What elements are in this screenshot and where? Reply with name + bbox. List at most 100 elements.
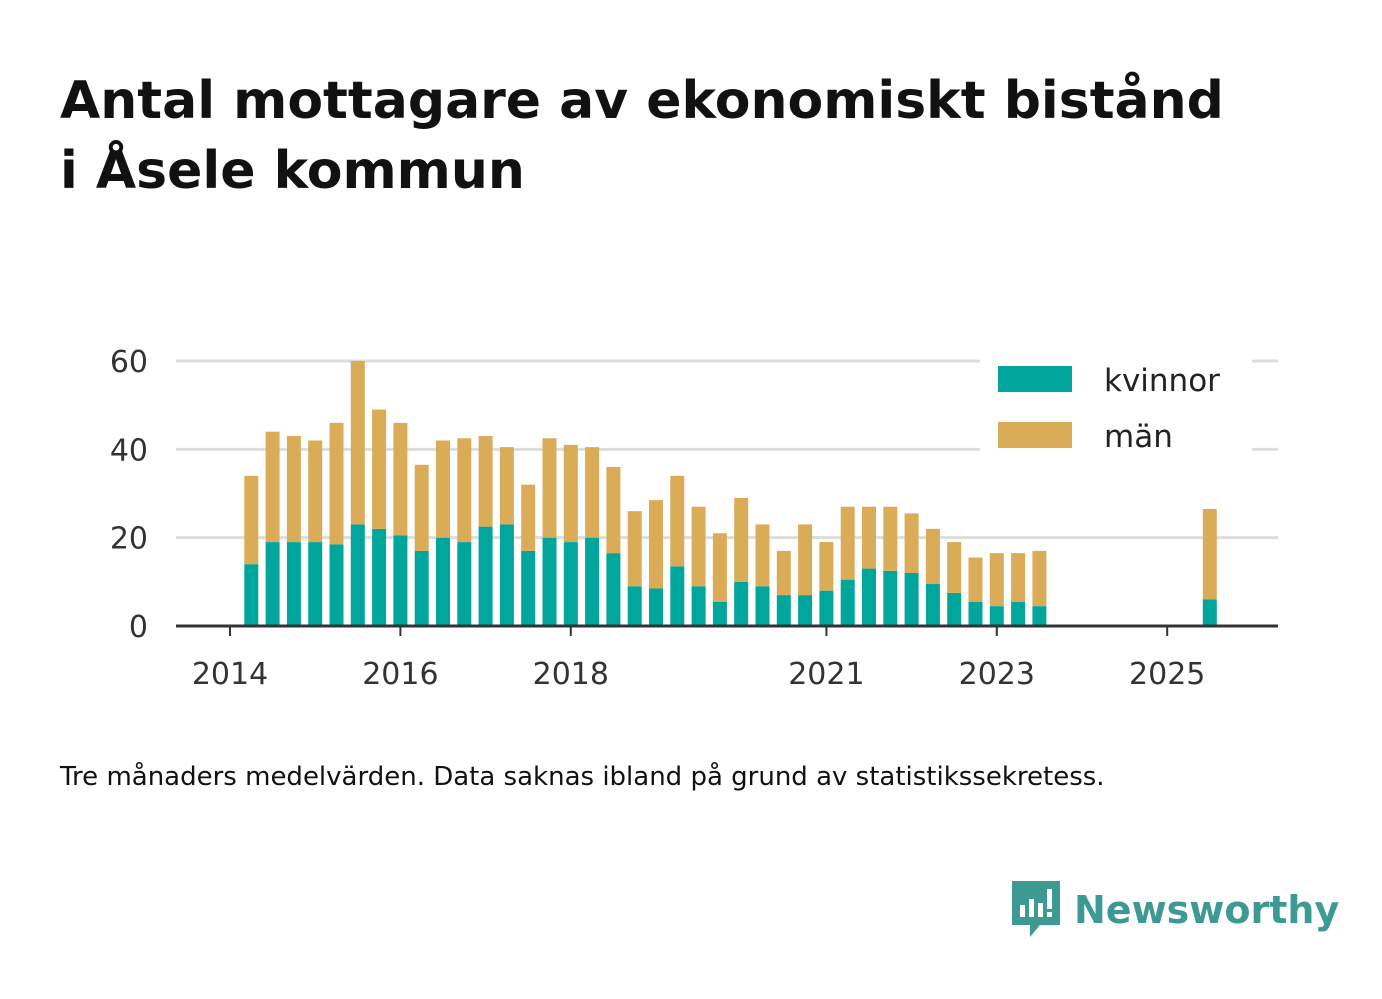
bar-man: [457, 438, 472, 543]
bar-man: [1202, 508, 1217, 600]
bar-man: [372, 409, 387, 529]
bar-man: [585, 447, 600, 538]
bar-kvinnor: [776, 595, 791, 626]
bar-kvinnor: [798, 595, 813, 626]
bar-kvinnor: [1202, 599, 1217, 626]
x-tick-label: 2018: [533, 657, 609, 692]
bar-man: [606, 467, 621, 554]
bar-man: [819, 542, 834, 591]
legend-label: kvinnor: [1104, 363, 1220, 399]
bar-kvinnor: [1032, 606, 1047, 626]
bar-kvinnor: [819, 590, 834, 626]
bar-kvinnor: [947, 592, 962, 626]
x-tick-label: 2025: [1129, 657, 1205, 692]
bar-kvinnor: [904, 573, 919, 626]
bar-man: [968, 557, 983, 602]
bar-kvinnor: [585, 537, 600, 626]
bar-man: [286, 436, 301, 543]
chart-title-line-1: Antal mottagare av ekonomiskt bistånd: [60, 71, 1224, 131]
chart-title-line-2: i Åsele kommun: [60, 141, 525, 201]
bars: [244, 361, 1217, 626]
bar-man: [649, 500, 663, 589]
bar-man: [244, 475, 259, 565]
bar-man: [691, 506, 706, 587]
brand-logo[interactable]: Newsworthy: [1010, 878, 1339, 942]
bar-man: [499, 447, 514, 525]
bar-kvinnor: [414, 550, 429, 626]
bar-kvinnor: [286, 542, 301, 626]
bar-kvinnor: [691, 586, 706, 626]
y-tick-label: 20: [110, 522, 148, 557]
bar-kvinnor: [712, 601, 727, 626]
bar-kvinnor: [542, 537, 557, 626]
bar-man: [542, 438, 557, 538]
bar-man: [265, 431, 280, 543]
bar-man: [734, 497, 749, 582]
bar-kvinnor: [478, 526, 493, 626]
bar-man: [1011, 553, 1026, 602]
x-tick-label: 2023: [959, 657, 1035, 692]
bar-kvinnor: [265, 542, 280, 626]
footnote: Tre månaders medelvärden. Data saknas ib…: [60, 762, 1105, 792]
bar-man: [350, 361, 365, 525]
bar-kvinnor: [862, 568, 876, 626]
legend: kvinnor män: [980, 356, 1252, 455]
bar-kvinnor: [563, 542, 578, 626]
bar-kvinnor: [457, 542, 472, 626]
bar-man: [883, 506, 898, 571]
bar-kvinnor: [244, 564, 259, 626]
bar-man: [840, 506, 855, 580]
bar-man: [862, 506, 876, 569]
bar-man: [776, 550, 791, 596]
legend-swatch: [998, 422, 1072, 448]
bar-man: [925, 528, 940, 585]
bar-man: [308, 440, 323, 543]
bar-kvinnor: [989, 606, 1004, 626]
bar-kvinnor: [670, 566, 685, 626]
bar-kvinnor: [329, 544, 344, 626]
bar-man: [563, 444, 578, 543]
legend-swatch: [998, 366, 1072, 392]
bar-kvinnor: [606, 553, 621, 626]
bar-man: [712, 533, 727, 602]
bar-man: [755, 524, 770, 587]
bar-kvinnor: [350, 524, 365, 626]
bar-kvinnor: [436, 537, 450, 626]
bar-kvinnor: [393, 535, 408, 626]
brand-name: Newsworthy: [1074, 888, 1340, 932]
bar-man: [904, 513, 919, 573]
bar-man: [989, 553, 1004, 607]
bar-kvinnor: [372, 528, 387, 626]
bar-man: [436, 440, 450, 538]
bar-kvinnor: [1011, 601, 1026, 626]
bar-man: [393, 422, 408, 536]
bar-kvinnor: [521, 550, 536, 626]
bar-man: [329, 422, 344, 545]
bar-kvinnor: [649, 588, 663, 626]
newsworthy-logo-icon: [1012, 881, 1060, 937]
bar-man: [947, 542, 962, 593]
bar-kvinnor: [925, 584, 940, 626]
bar-man: [414, 464, 429, 551]
bar-kvinnor: [968, 601, 983, 626]
bar-man: [478, 436, 493, 527]
bar-kvinnor: [734, 581, 749, 626]
bar-kvinnor: [755, 586, 770, 626]
axes: 0 20 40 60 2014 2016 2018 2021 2023 2025: [110, 345, 1278, 692]
y-tick-label: 0: [129, 610, 148, 645]
bar-man: [627, 511, 642, 587]
bar-kvinnor: [840, 579, 855, 626]
bar-man: [1032, 550, 1047, 607]
bar-kvinnor: [308, 542, 323, 626]
x-tick-label: 2021: [788, 657, 864, 692]
legend-label: män: [1104, 419, 1173, 455]
bar-man: [798, 524, 813, 596]
x-tick-label: 2014: [192, 657, 268, 692]
y-tick-label: 60: [110, 345, 148, 380]
bar-man: [521, 484, 536, 551]
bar-kvinnor: [627, 586, 642, 626]
chart-title: Antal mottagare av ekonomiskt bistånd i …: [60, 66, 1350, 206]
x-tick-label: 2016: [362, 657, 438, 692]
bar-kvinnor: [883, 570, 898, 626]
